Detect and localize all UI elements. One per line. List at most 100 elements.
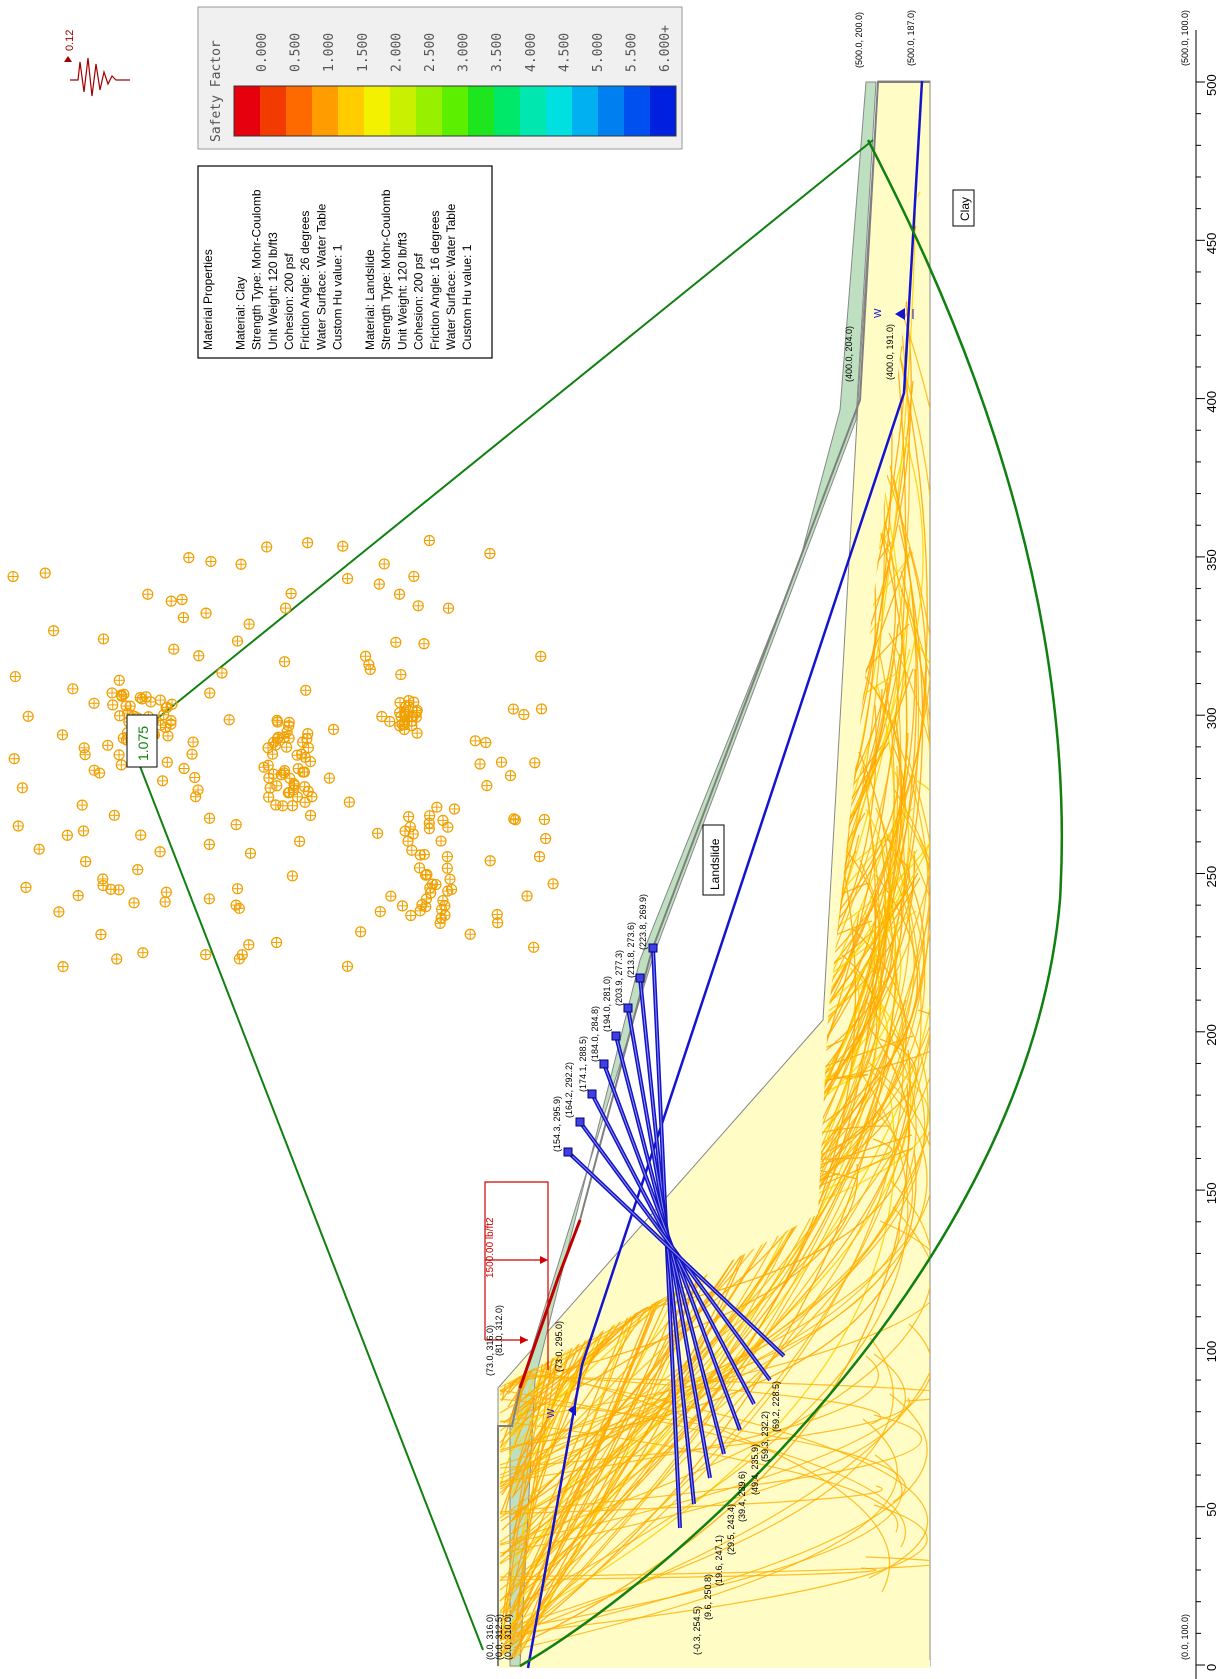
slip-center <box>115 759 127 771</box>
slip-center <box>419 869 432 881</box>
load-label: 1500.00 lb/ft2 <box>485 1217 496 1278</box>
slip-center <box>22 710 34 722</box>
center-to-right-endpoint <box>147 139 874 727</box>
coordinate-label: (9.6, 250.8) <box>703 1574 713 1620</box>
water-table-line[interactable] <box>526 80 924 1669</box>
legend-swatch <box>364 86 391 136</box>
slip-center <box>396 718 408 730</box>
legend-tick-label: 0.500 <box>289 33 304 72</box>
svg-text:Landslide: Landslide <box>708 838 722 890</box>
slip-center <box>94 767 106 779</box>
legend-tick-label: 5.000 <box>591 33 606 72</box>
slip-center <box>426 878 439 890</box>
slip-center <box>161 701 173 713</box>
legend-tick-label: 2.000 <box>389 33 404 72</box>
material-property-line: Material: Clay <box>233 277 247 350</box>
coordinate-label: (69.2, 228.5) <box>771 1381 781 1432</box>
legend-swatch <box>546 86 573 136</box>
legend-swatch <box>416 86 443 136</box>
material-property-line: Cohesion: 200 psf <box>412 253 426 350</box>
slip-center <box>491 908 503 921</box>
slip-center <box>95 928 107 941</box>
slip-center <box>165 595 177 607</box>
critical-slip-surface[interactable] <box>519 139 1064 1668</box>
slip-center <box>442 821 454 833</box>
anchor-head <box>563 1147 573 1157</box>
axis-tick-label: 0 <box>1204 1664 1219 1671</box>
slip-center <box>279 764 291 777</box>
slip-center <box>323 772 336 784</box>
legend-swatch <box>312 86 339 136</box>
coordinate-label: (400.0, 191.0) <box>885 324 895 380</box>
slip-center <box>243 618 255 630</box>
slip-center <box>439 900 451 912</box>
legend-swatch <box>260 86 287 136</box>
min-safety-factor-label[interactable]: 1.075 <box>126 714 158 768</box>
slip-center <box>231 883 244 895</box>
slip-center <box>9 670 21 683</box>
slip-center <box>113 749 125 761</box>
legend-tick-label: 6.000+ <box>658 25 673 72</box>
slip-center <box>484 855 496 867</box>
center-to-left-endpoint <box>135 755 484 1651</box>
slip-center <box>67 683 79 695</box>
axis-right: 0 50 100 150 200 250 300 350 400 450 500 <box>1195 30 1219 1679</box>
slip-center <box>385 890 397 902</box>
slip-center <box>135 829 147 841</box>
svg-text:W: W <box>873 308 884 318</box>
slip-center <box>464 928 476 940</box>
slip-center-grid <box>7 534 559 973</box>
slip-center <box>394 706 406 719</box>
landslide-material-label: Landslide <box>702 824 725 896</box>
slip-center <box>262 759 274 771</box>
slip-center <box>165 718 177 730</box>
slip-center <box>134 691 146 704</box>
slip-center <box>72 889 84 902</box>
slip-center <box>412 600 424 612</box>
coordinate-label: (154.3, 295.9) <box>552 1096 562 1152</box>
slip-center <box>533 851 546 863</box>
svg-text:W: W <box>546 1408 557 1418</box>
slip-center <box>395 668 407 681</box>
slip-center <box>327 723 340 735</box>
clay-region-bottom <box>498 1660 930 1668</box>
slip-center <box>304 755 317 768</box>
coordinate-label: (0.0, 100.0) <box>1180 1614 1190 1660</box>
slip-center <box>278 731 290 744</box>
coordinate-label: (400.0, 204.0) <box>844 326 854 382</box>
anchor-head <box>611 1031 621 1041</box>
slip-center <box>423 534 435 547</box>
slip-center <box>162 730 174 742</box>
slip-center <box>107 699 119 711</box>
slip-center <box>271 780 283 792</box>
distributed-load[interactable]: 1500.00 lb/ft2 <box>484 1181 549 1370</box>
material-property-line: Cohesion: 200 psf <box>282 253 296 350</box>
coordinate-label: (213.8, 273.6) <box>626 922 636 978</box>
slip-center <box>12 820 24 832</box>
slip-center <box>410 706 423 718</box>
slip-center <box>263 791 275 803</box>
slip-center <box>7 570 19 583</box>
slip-center <box>192 784 204 796</box>
coordinate-label: (500.0, 200.0) <box>854 12 864 68</box>
slip-center <box>278 656 291 668</box>
legend-swatch <box>520 86 547 136</box>
material-properties-box: Material Properties Material: Clay Strengt… <box>197 165 493 359</box>
clay-material-label: Clay <box>952 189 975 227</box>
legend-tick-label: 4.500 <box>557 33 572 72</box>
slip-center <box>304 809 317 821</box>
slip-center <box>79 749 91 761</box>
legend-swatch <box>598 86 625 136</box>
slip-center <box>384 715 396 728</box>
slip-center <box>189 771 201 784</box>
material-property-line: Material: Landslide <box>363 249 377 350</box>
legend-tick-label: 3.000 <box>457 33 472 72</box>
coordinate-label: (194.0, 281.0) <box>602 976 612 1032</box>
coordinate-label: (203.9, 277.3) <box>614 950 624 1006</box>
slip-center <box>378 558 390 570</box>
anchor-head <box>575 1117 585 1127</box>
slip-center <box>435 835 447 847</box>
slip-center <box>393 588 406 600</box>
coordinate-label: (73.0, 316.0) <box>485 1325 495 1376</box>
